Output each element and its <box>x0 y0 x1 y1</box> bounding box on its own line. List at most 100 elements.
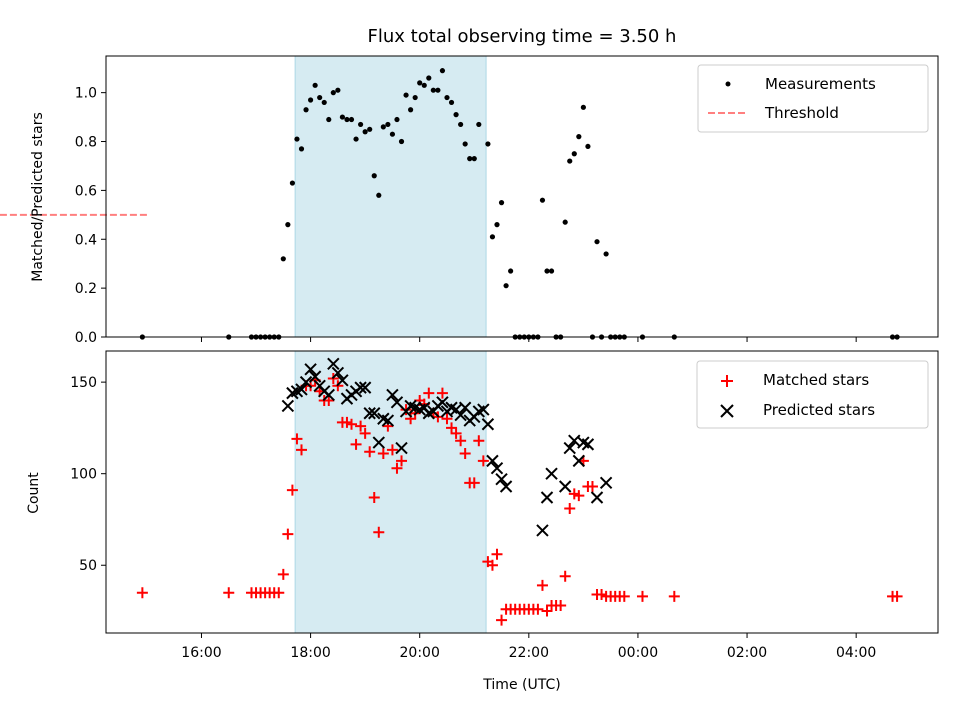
measurement-point-24 <box>348 116 355 123</box>
measurement-point-31 <box>380 124 386 130</box>
predicted-star-point-48 <box>499 480 513 493</box>
x-tick-label-4: 00:00 <box>618 645 658 661</box>
matched-star-point-66 <box>536 579 548 591</box>
predicted-star-point-12 <box>336 374 349 387</box>
matched-star-point-33 <box>386 444 398 456</box>
matched-star-point-10 <box>282 528 294 540</box>
measurement-point-79 <box>603 251 609 257</box>
bottom-legend-box <box>696 360 929 429</box>
measurement-point-37 <box>408 107 414 113</box>
matched-star-point-47 <box>450 427 462 439</box>
measurement-point-67 <box>548 268 555 274</box>
x-tick-label-2: 20:00 <box>400 645 440 661</box>
measurement-point-17 <box>317 94 323 101</box>
matched-star-point-1 <box>223 587 235 599</box>
x-tick-label-5: 02:00 <box>727 645 767 661</box>
measurement-point-16 <box>312 82 318 88</box>
measurement-point-70 <box>562 219 568 225</box>
measurement-point-11 <box>289 180 296 186</box>
matched-star-point-65 <box>532 603 544 615</box>
legend-matched-marker <box>721 375 733 387</box>
bottom-legend: Matched stars Predicted stars <box>696 360 929 429</box>
predicted-star-point-20 <box>372 436 385 449</box>
predicted-star-point-43 <box>477 403 490 416</box>
measurement-point-46 <box>448 99 455 106</box>
predicted-star-point-16 <box>354 381 367 394</box>
measurement-point-36 <box>403 92 409 98</box>
measurement-point-55 <box>494 222 500 228</box>
measurement-point-58 <box>508 268 514 274</box>
measurement-point-74 <box>580 104 586 110</box>
predicted-star-point-38 <box>454 408 467 422</box>
matched-star-point-48 <box>455 435 467 447</box>
predicted-star-point-11 <box>331 366 345 380</box>
measurement-point-43 <box>435 87 441 93</box>
predicted-star-point-44 <box>481 418 495 431</box>
measurement-point-32 <box>385 121 391 128</box>
matched-star-point-11 <box>286 484 298 496</box>
predicted-star-point-9 <box>322 388 335 402</box>
top-y-tick-label-0: 0.0 <box>75 330 97 346</box>
matched-star-point-13 <box>295 444 307 456</box>
matched-star-point-8 <box>273 587 285 599</box>
measurement-point-47 <box>453 112 459 118</box>
x-tick-label-6: 04:00 <box>836 645 876 661</box>
top-legend: Measurements Threshold <box>697 64 929 133</box>
predicted-star-point-47 <box>495 472 508 486</box>
top-y-tick-label-1: 0.2 <box>75 281 97 297</box>
legend-predicted-marker <box>720 404 734 418</box>
bottom-y-tick-label-1: 100 <box>70 467 97 483</box>
matched-star-point-27 <box>359 427 371 439</box>
matched-star-point-77 <box>586 481 598 493</box>
predicted-star-point-52 <box>558 480 572 493</box>
top-legend-box <box>697 64 929 133</box>
bottom-panel: 50 100 150 16:00 18:00 20:00 22:00 00:00 02:00 0… <box>26 350 939 693</box>
predicted-star-point-58 <box>590 491 604 504</box>
measurement-point-57 <box>503 283 509 289</box>
predicted-star-point-53 <box>563 441 576 455</box>
matched-star-point-55 <box>486 559 498 571</box>
chart-title: Flux total observing time = 3.50 h <box>368 26 677 47</box>
predicted-star-point-23 <box>386 388 399 402</box>
predicted-star-point-22 <box>381 414 395 427</box>
measurement-point-21 <box>335 87 341 93</box>
matched-star-point-72 <box>564 502 576 514</box>
predicted-star-point-19 <box>368 407 381 420</box>
measurement-point-29 <box>371 173 377 179</box>
matched-star-point-57 <box>496 614 508 626</box>
matched-star-point-34 <box>391 462 403 474</box>
measurement-point-44 <box>439 68 446 74</box>
matched-star-point-30 <box>373 526 385 538</box>
measurement-point-49 <box>462 141 468 147</box>
matched-star-point-52 <box>473 435 485 447</box>
predicted-star-point-46 <box>490 461 504 475</box>
measurement-point-35 <box>398 138 405 145</box>
bottom-y-tick-label-0: 50 <box>79 558 97 574</box>
measurement-point-73 <box>576 134 582 140</box>
measurement-point-71 <box>567 158 573 164</box>
measurement-point-56 <box>498 200 505 206</box>
top-y-tick-label-5: 1.0 <box>75 86 97 102</box>
matched-star-point-84 <box>618 590 630 602</box>
top-y-tick-label-2: 0.4 <box>75 232 97 248</box>
matched-star-point-31 <box>377 448 389 460</box>
measurement-point-28 <box>367 126 373 132</box>
predicted-star-point-49 <box>536 524 549 537</box>
measurement-point-18 <box>321 99 327 106</box>
matched-star-point-12 <box>291 433 303 445</box>
matched-star-point-70 <box>555 600 567 612</box>
matched-star-point-71 <box>559 570 571 582</box>
matched-star-point-56 <box>491 548 503 560</box>
predicted-star-point-59 <box>599 476 613 490</box>
measurement-point-27 <box>362 129 368 135</box>
measurement-point-13 <box>298 146 305 152</box>
measurement-point-20 <box>330 90 336 96</box>
legend-threshold-label: Threshold <box>764 104 839 122</box>
matched-star-point-86 <box>668 590 680 602</box>
measurement-point-72 <box>571 151 577 157</box>
predicted-star-point-4 <box>299 375 313 389</box>
legend-matched-label: Matched stars <box>763 371 869 389</box>
measurement-point-14 <box>303 107 309 113</box>
measurement-point-48 <box>458 121 464 128</box>
